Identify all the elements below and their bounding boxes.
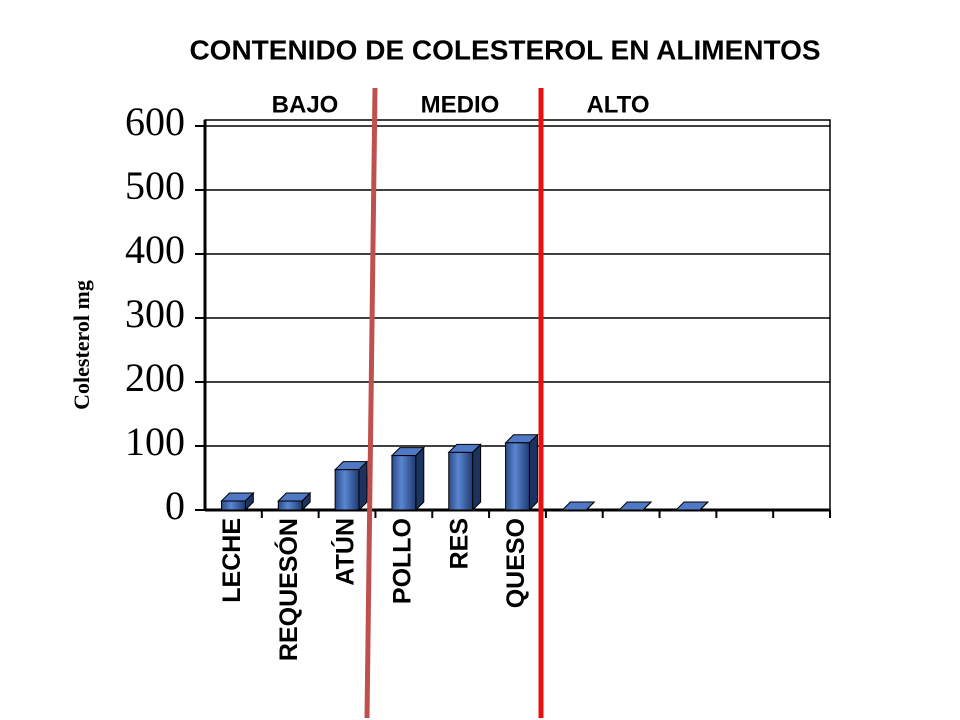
bar bbox=[505, 442, 530, 511]
bar-side bbox=[699, 501, 709, 511]
bar-side bbox=[415, 446, 425, 512]
x-tick-label: ATÚN bbox=[330, 518, 360, 586]
y-tick-label: 100 bbox=[125, 419, 185, 464]
x-tick-label: REQUESÓN bbox=[273, 518, 303, 661]
y-tick-label: 500 bbox=[125, 163, 185, 208]
divider-line bbox=[364, 87, 378, 719]
bar bbox=[334, 469, 360, 511]
bar bbox=[220, 500, 246, 511]
bar bbox=[448, 451, 474, 511]
bar bbox=[391, 455, 417, 511]
y-tick-label: 400 bbox=[125, 227, 185, 272]
y-tick-label: 300 bbox=[125, 291, 185, 336]
chart-title: CONTENIDO DE COLESTEROL EN ALIMENTOS bbox=[189, 34, 820, 65]
x-tick-label: POLLO bbox=[388, 518, 416, 604]
y-tick-label: 600 bbox=[125, 99, 185, 144]
annotation: ALTO bbox=[586, 91, 649, 118]
x-tick-label: LECHE bbox=[218, 518, 246, 603]
x-tick-label: RES bbox=[445, 518, 473, 569]
annotation: MEDIO bbox=[421, 91, 500, 118]
bar-side bbox=[585, 501, 595, 511]
bar bbox=[277, 500, 303, 511]
bar-side bbox=[642, 501, 652, 511]
annotation: BAJO bbox=[272, 91, 339, 118]
x-tick-label: QUESO bbox=[502, 518, 530, 608]
bar-side bbox=[358, 460, 368, 512]
bar-side bbox=[528, 433, 538, 512]
y-tick-label: 200 bbox=[125, 355, 185, 400]
y-axis-label: Colesterol mg bbox=[69, 280, 94, 410]
bar-side bbox=[472, 443, 482, 512]
y-tick-label: 0 bbox=[165, 483, 185, 528]
